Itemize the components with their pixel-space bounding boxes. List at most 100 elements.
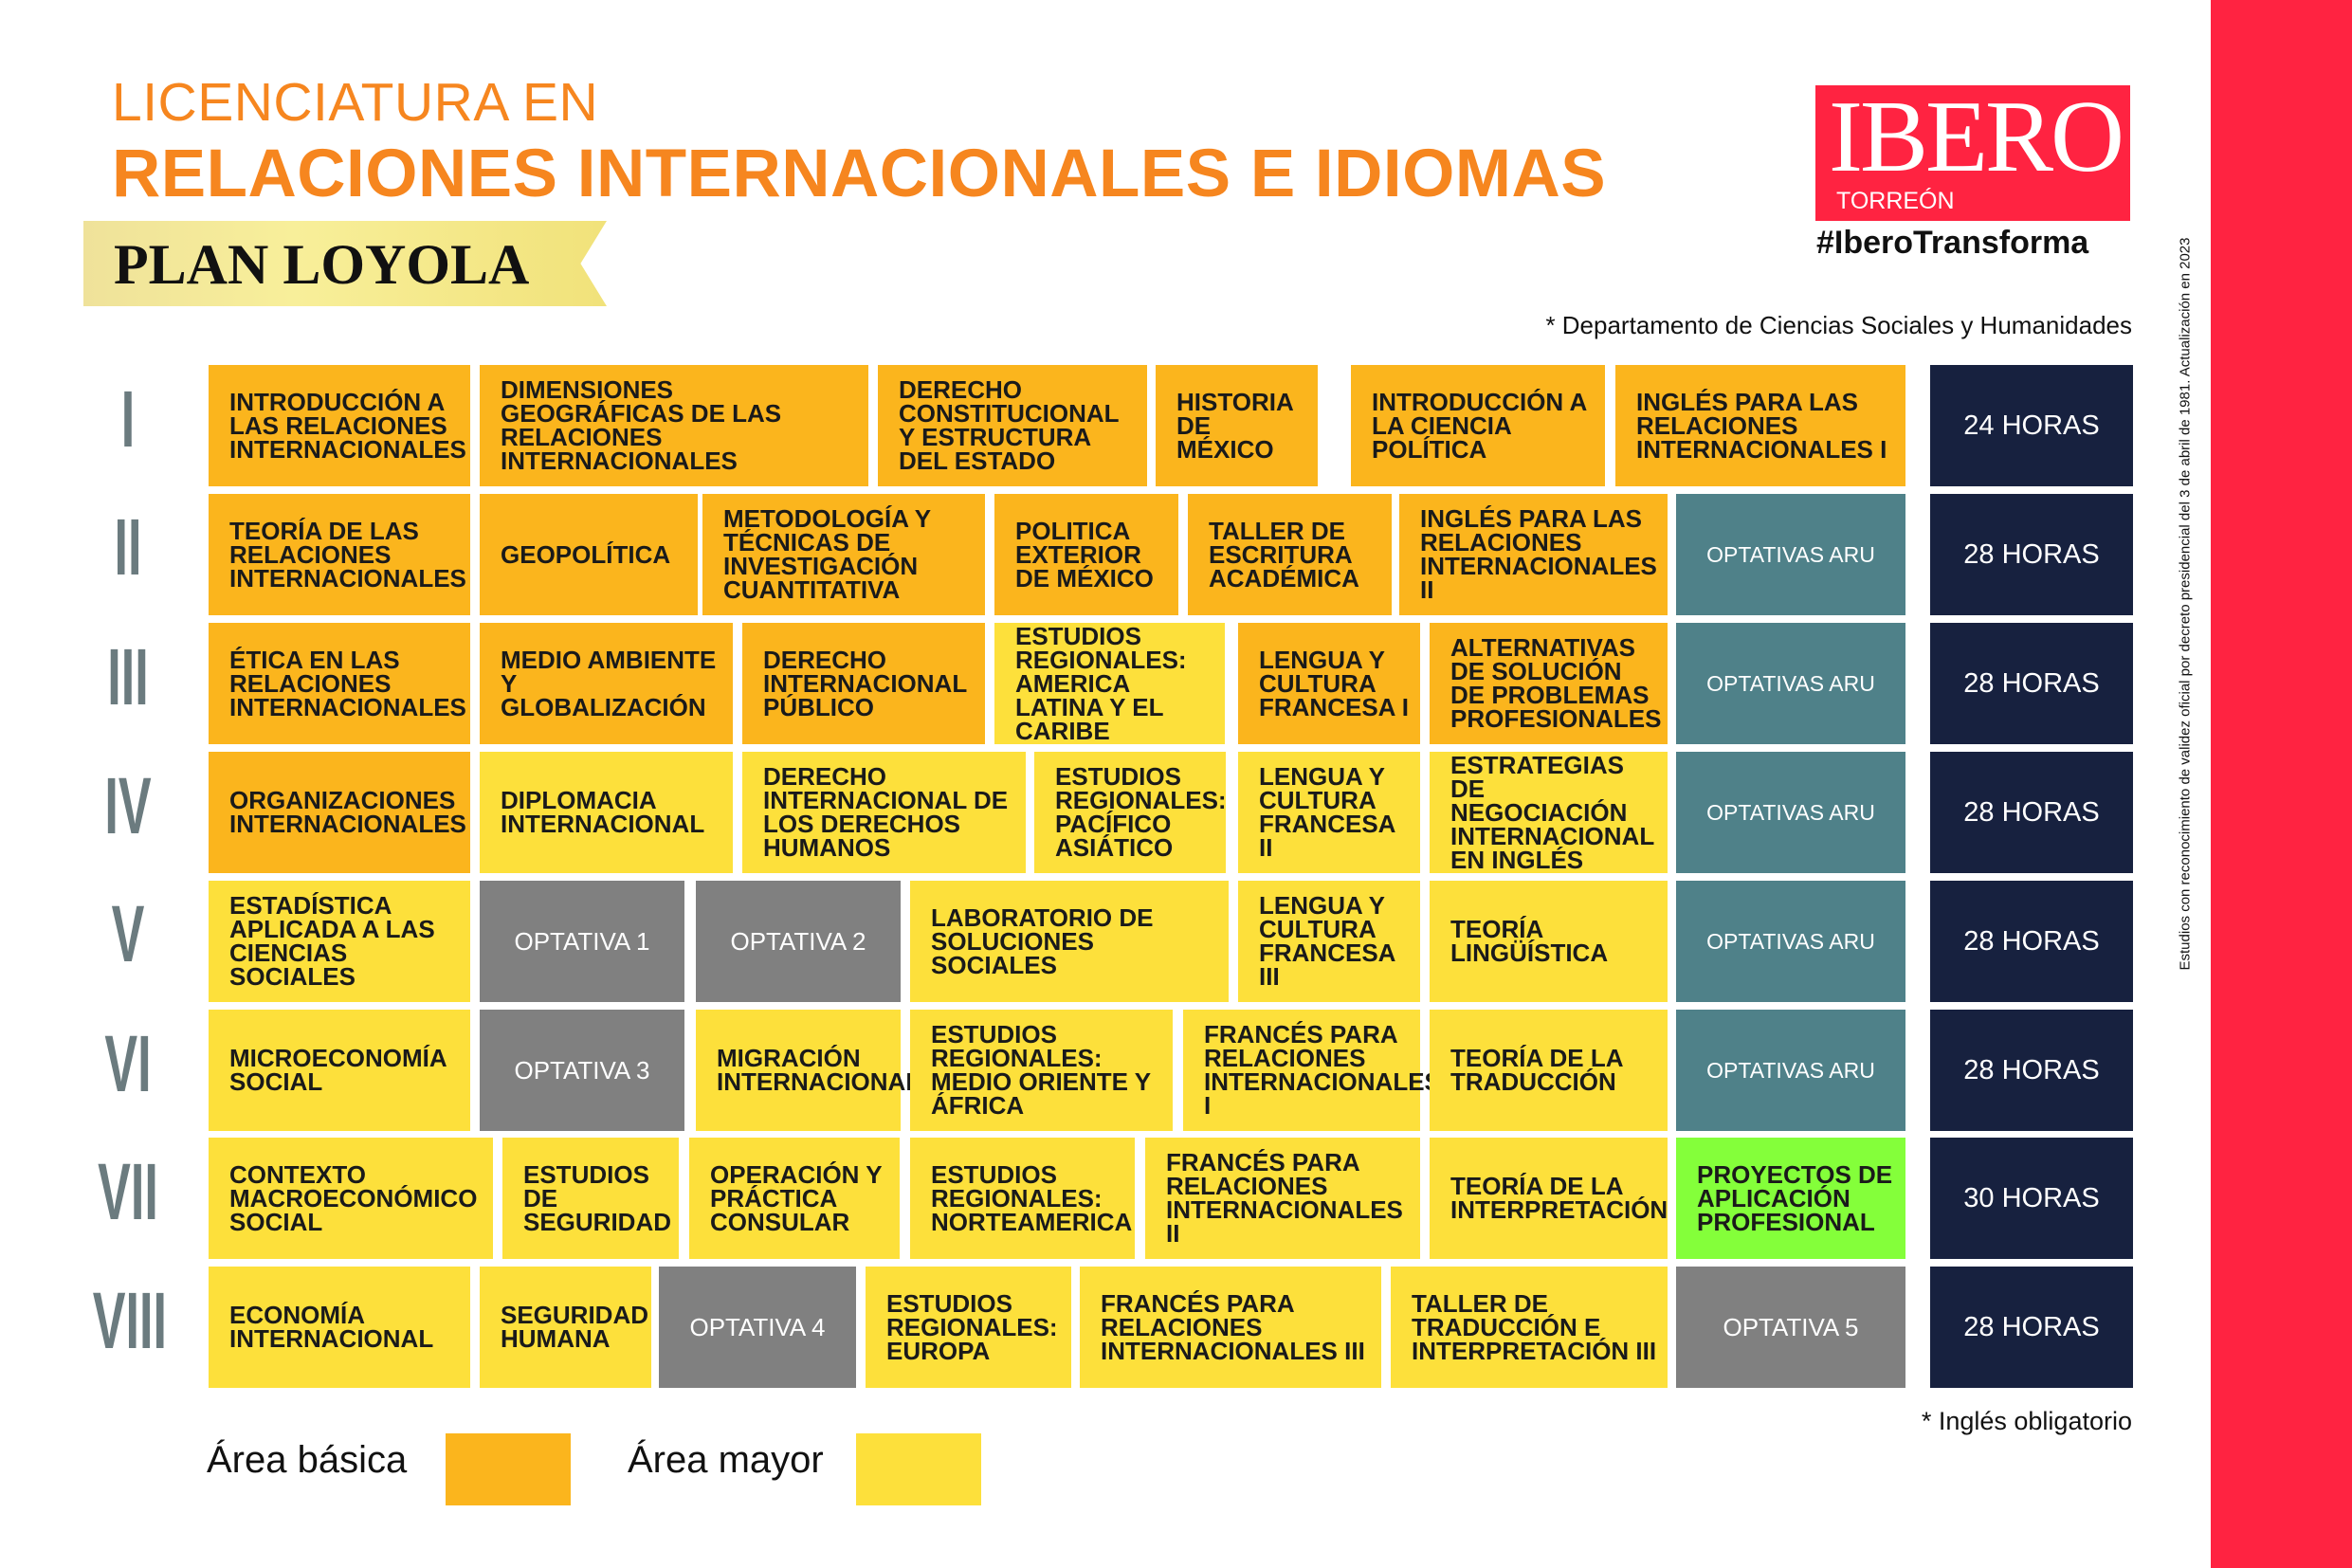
elective-cell: OPTATIVA 2 — [696, 881, 901, 1002]
cell-text: METODOLOGÍA Y TÉCNICAS DE INVESTIGACIÓN … — [723, 504, 931, 604]
cell-text: CONTEXTO MACROECONÓMICO SOCIAL — [229, 1159, 478, 1236]
cell-text: FRANCÉS PARA RELACIONES INTERNACIONALES … — [1101, 1288, 1365, 1365]
brand-side-bar — [2211, 0, 2352, 1568]
cell-text: 30 HORAS — [1963, 1182, 2100, 1213]
cell-text: DERECHO INTERNACIONAL PÚBLICO — [763, 645, 967, 721]
cell-text: OPTATIVAS ARU — [1706, 1057, 1875, 1083]
cell-text: ESTUDIOS REGIONALES: AMERICA LATINA Y EL… — [1015, 621, 1187, 745]
cell-text: INTRODUCCIÓN A LA CIENCIA POLÍTICA — [1372, 387, 1587, 464]
course-cell: HISTORIA DE MÉXICO — [1156, 365, 1318, 486]
cell-text: TEORÍA DE LAS RELACIONES INTERNACIONALES — [229, 516, 466, 593]
cell-text: OPERACIÓN Y PRÁCTICA CONSULAR — [710, 1159, 883, 1236]
page-title: RELACIONES INTERNACIONALES E IDIOMAS — [112, 137, 1607, 211]
semester-label: II — [114, 502, 142, 592]
cell-text: ESTRATEGIAS DE NEGOCIACIÓN INTERNACIONAL… — [1450, 750, 1654, 874]
cell-text: ÉTICA EN LAS RELACIONES INTERNACIONALES — [229, 645, 466, 721]
cell-text: OPTATIVAS ARU — [1706, 541, 1875, 567]
cell-text: OPTATIVA 4 — [689, 1312, 826, 1341]
cell-text: DERECHO INTERNACIONAL DE LOS DERECHOS HU… — [763, 762, 1009, 862]
semester-label: IV — [104, 761, 152, 850]
cell-text: DIMENSIONES GEOGRÁFICAS DE LAS RELACIONE… — [501, 375, 782, 475]
cell-text: SEGURIDAD HUMANA — [501, 1301, 649, 1353]
course-cell: MIGRACIÓN INTERNACIONAL — [696, 1010, 921, 1131]
course-cell: DERECHO CONSTITUCIONAL Y ESTRUCTURA DEL … — [878, 365, 1147, 486]
course-cell: TEORÍA LINGÜÍSTICA — [1430, 881, 1668, 1002]
cell-text: LENGUA Y CULTURA FRANCESA III — [1259, 891, 1395, 991]
course-cell: ESTADÍSTICA APLICADA A LAS CIENCIAS SOCI… — [209, 881, 470, 1002]
course-cell: FRANCÉS PARA RELACIONES INTERNACIONALES … — [1080, 1267, 1381, 1388]
course-cell: FRANCÉS PARA RELACIONES INTERNACIONALES … — [1183, 1010, 1441, 1131]
cell-text: ESTUDIOS REGIONALES: NORTEAMERICA — [931, 1159, 1133, 1236]
cell-text: GEOPOLÍTICA — [501, 539, 671, 569]
course-cell: SEGURIDAD HUMANA — [480, 1267, 651, 1388]
cell-text: TEORÍA DE LA INTERPRETACIÓN — [1450, 1172, 1668, 1224]
cell-text: OPTATIVA 2 — [730, 926, 866, 956]
elective-cell: OPTATIVAS ARU — [1676, 623, 1905, 744]
english-note: * Inglés obligatorio — [1921, 1407, 2132, 1435]
course-cell: TEORÍA DE LA TRADUCCIÓN — [1430, 1010, 1668, 1131]
course-cell: ESTUDIOS REGIONALES: MEDIO ORIENTE Y ÁFR… — [910, 1010, 1173, 1131]
course-cell: DERECHO INTERNACIONAL DE LOS DERECHOS HU… — [742, 752, 1026, 873]
elective-cell: OPTATIVA 5 — [1676, 1267, 1905, 1388]
course-cell: DIPLOMACIA INTERNACIONAL — [480, 752, 733, 873]
semester-label: VI — [104, 1019, 152, 1108]
cell-text: POLITICA EXTERIOR DE MÉXICO — [1015, 516, 1154, 593]
cell-text: ESTUDIOS DE SEGURIDAD — [523, 1159, 672, 1236]
cell-text: TALLER DE TRADUCCIÓN E INTERPRETACIÓN II… — [1412, 1288, 1657, 1365]
course-cell: ESTUDIOS REGIONALES: NORTEAMERICA — [910, 1138, 1135, 1259]
course-cell: DERECHO INTERNACIONAL PÚBLICO — [742, 623, 985, 744]
cell-text: MEDIO AMBIENTE Y GLOBALIZACIÓN — [501, 645, 717, 721]
course-cell: DIMENSIONES GEOGRÁFICAS DE LAS RELACIONE… — [480, 365, 868, 486]
course-cell: INTRODUCCIÓN A LA CIENCIA POLÍTICA — [1351, 365, 1605, 486]
cell-text: ECONOMÍA INTERNACIONAL — [229, 1301, 434, 1353]
course-cell: ESTUDIOS DE SEGURIDAD — [502, 1138, 679, 1259]
course-cell: TEORÍA DE LA INTERPRETACIÓN — [1430, 1138, 1668, 1259]
cell-text: MICROECONOMÍA SOCIAL — [229, 1044, 447, 1096]
course-cell: METODOLOGÍA Y TÉCNICAS DE INVESTIGACIÓN … — [702, 494, 985, 615]
cell-text: LENGUA Y CULTURA FRANCESA I — [1259, 645, 1409, 721]
cell-text: HISTORIA DE MÉXICO — [1176, 387, 1293, 464]
legend-basic-label: Área básica — [207, 1439, 408, 1481]
course-cell: LENGUA Y CULTURA FRANCESA I — [1238, 623, 1420, 744]
semester-label: III — [107, 632, 149, 721]
course-cell: MEDIO AMBIENTE Y GLOBALIZACIÓN — [480, 623, 733, 744]
hours-total: 28 HORAS — [1930, 752, 2133, 873]
cell-text: DERECHO CONSTITUCIONAL Y ESTRUCTURA DEL … — [899, 375, 1120, 475]
course-cell: ESTUDIOS REGIONALES: AMERICA LATINA Y EL… — [994, 623, 1225, 744]
validity-note-text: Estudios con reconocimiento de validez o… — [2177, 237, 2194, 971]
course-cell: CONTEXTO MACROECONÓMICO SOCIAL — [209, 1138, 493, 1259]
hours-total: 28 HORAS — [1930, 1010, 2133, 1131]
course-cell: OPERACIÓN Y PRÁCTICA CONSULAR — [689, 1138, 900, 1259]
cell-text: INGLÉS PARA LAS RELACIONES INTERNACIONAL… — [1420, 504, 1657, 604]
course-cell: INGLÉS PARA LAS RELACIONES INTERNACIONAL… — [1615, 365, 1905, 486]
elective-cell: OPTATIVAS ARU — [1676, 752, 1905, 873]
logo-campus: TORREÓN — [1836, 188, 1955, 214]
course-cell: TEORÍA DE LAS RELACIONES INTERNACIONALES — [209, 494, 470, 615]
legend-basic-swatch — [446, 1433, 571, 1505]
elective-cell: OPTATIVA 3 — [480, 1010, 684, 1131]
course-cell: GEOPOLÍTICA — [480, 494, 698, 615]
course-cell: PROYECTOS DE APLICACIÓN PROFESIONAL — [1676, 1138, 1905, 1259]
cell-text: ESTUDIOS REGIONALES: MEDIO ORIENTE Y ÁFR… — [931, 1020, 1151, 1120]
course-cell: TALLER DE TRADUCCIÓN E INTERPRETACIÓN II… — [1391, 1267, 1668, 1388]
cell-text: 28 HORAS — [1963, 538, 2100, 570]
legend-major-swatch — [856, 1433, 981, 1505]
cell-text: TEORÍA LINGÜÍSTICA — [1450, 915, 1609, 967]
cell-text: 28 HORAS — [1963, 1311, 2100, 1342]
cell-text: ESTADÍSTICA APLICADA A LAS CIENCIAS SOCI… — [229, 891, 435, 991]
semester-label: V — [111, 889, 145, 978]
cell-text: 28 HORAS — [1963, 667, 2100, 699]
cell-text: 24 HORAS — [1963, 410, 2100, 441]
cell-text: LENGUA Y CULTURA FRANCESA II — [1259, 762, 1395, 862]
course-cell: ESTUDIOS REGIONALES: PACÍFICO ASIÁTICO — [1034, 752, 1227, 873]
course-cell: ECONOMÍA INTERNACIONAL — [209, 1267, 470, 1388]
cell-text: FRANCÉS PARA RELACIONES INTERNACIONALES … — [1166, 1148, 1403, 1248]
cell-text: OPTATIVA 5 — [1723, 1312, 1859, 1341]
course-cell: LENGUA Y CULTURA FRANCESA III — [1238, 881, 1420, 1002]
hours-total: 24 HORAS — [1930, 365, 2133, 486]
cell-text: INGLÉS PARA LAS RELACIONES INTERNACIONAL… — [1636, 387, 1887, 464]
course-cell: FRANCÉS PARA RELACIONES INTERNACIONALES … — [1145, 1138, 1420, 1259]
course-cell: POLITICA EXTERIOR DE MÉXICO — [994, 494, 1178, 615]
cell-text: PROYECTOS DE APLICACIÓN PROFESIONAL — [1697, 1159, 1893, 1236]
course-cell: LENGUA Y CULTURA FRANCESA II — [1238, 752, 1420, 873]
